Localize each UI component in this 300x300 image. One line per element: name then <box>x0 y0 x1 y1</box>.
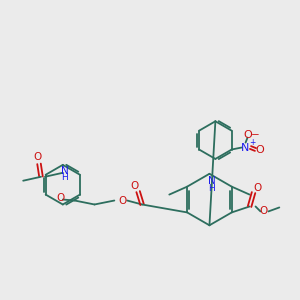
Text: N: N <box>242 142 250 152</box>
Text: O: O <box>118 196 126 206</box>
Text: O: O <box>243 130 252 140</box>
Text: O: O <box>57 193 65 202</box>
Text: N: N <box>61 166 69 176</box>
Text: N: N <box>208 176 215 186</box>
Text: O: O <box>130 181 138 191</box>
Text: O: O <box>255 145 264 154</box>
Text: H: H <box>208 184 215 193</box>
Text: O: O <box>259 206 268 216</box>
Text: +: + <box>249 138 256 147</box>
Text: −: − <box>251 130 260 140</box>
Text: O: O <box>254 183 262 193</box>
Text: H: H <box>61 173 68 182</box>
Text: O: O <box>33 152 41 162</box>
